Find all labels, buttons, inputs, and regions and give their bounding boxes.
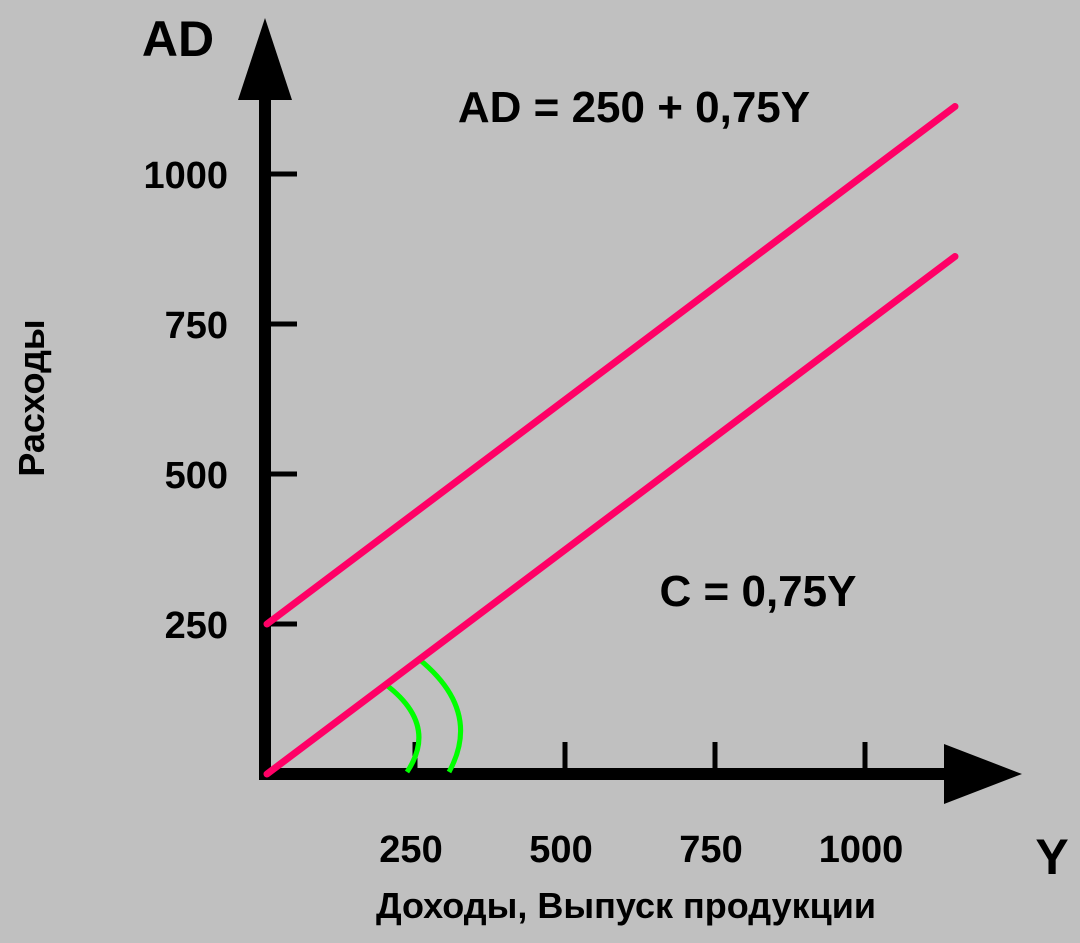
x-tick-label: 500 (529, 829, 592, 871)
y-axis-symbol: AD (142, 11, 214, 67)
y-tick-label: 500 (165, 455, 228, 497)
series-lines (263, 103, 959, 778)
x-tick-label: 1000 (819, 829, 904, 871)
angle-arcs (383, 656, 464, 774)
labels: AD Y Расходы Доходы, Выпуск продукции AD… (11, 11, 1069, 926)
x-axis-arrow (944, 744, 1022, 804)
angle-arc (417, 656, 464, 774)
x-axis-title: Доходы, Выпуск продукции (376, 885, 876, 926)
axes (238, 18, 1022, 804)
series-label-c: C = 0,75Y (660, 567, 857, 616)
y-tick-label: 250 (165, 605, 228, 647)
series-label-ad: AD = 250 + 0,75Y (458, 83, 810, 132)
y-axis-title: Расходы (11, 319, 52, 476)
x-tick-label: 750 (679, 829, 742, 871)
ticks: 250 500 750 1000 250 500 750 1000 (143, 155, 903, 871)
y-tick-label: 1000 (143, 155, 228, 197)
x-tick-label: 250 (379, 829, 442, 871)
angle-arc (383, 682, 422, 774)
y-tick-label: 750 (165, 305, 228, 347)
x-axis-symbol: Y (1035, 829, 1068, 885)
y-axis-arrow (238, 18, 292, 100)
series-line-c (263, 253, 959, 778)
series-line-ad (263, 103, 959, 628)
